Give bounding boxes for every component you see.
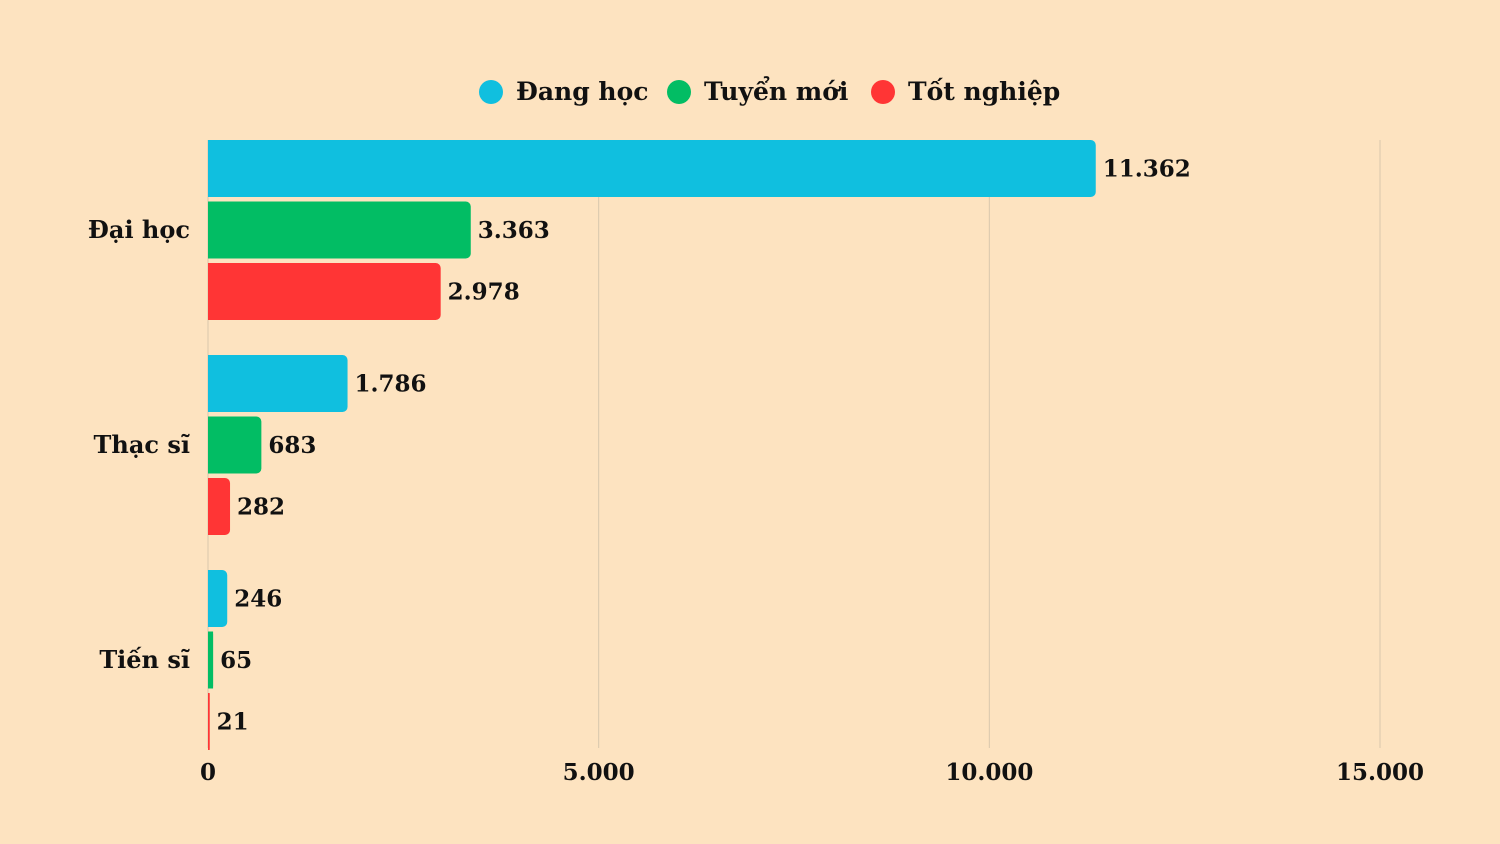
bar-dai-hoc-tot-nghiep: [208, 263, 441, 320]
value-label-dai-hoc-dang-hoc: 11.362: [1103, 156, 1191, 183]
value-label-thac-si-tuyen-moi: 683: [268, 432, 316, 459]
category-label-thac-si: Thạc sĩ: [94, 430, 190, 459]
x-axis-ticks: 0 5.000 10.000 15.000: [200, 759, 1424, 786]
value-label-tien-si-tot-nghiep: 21: [217, 709, 249, 736]
value-label-tien-si-dang-hoc: 246: [234, 586, 282, 613]
bar-base-tien-si-tuyen-moi: [208, 631, 214, 689]
value-label-thac-si-tot-nghiep: 282: [237, 494, 285, 521]
legend-label: Tuyển mới: [704, 77, 848, 106]
bar-thac-si-tuyen-moi: [208, 416, 262, 474]
value-label-thac-si-dang-hoc: 1.786: [355, 371, 427, 398]
legend: Đang học Tuyển mới Tốt nghiệp: [479, 77, 1060, 106]
x-tick-label-5.000: 5.000: [563, 759, 635, 786]
bars: [208, 140, 1096, 750]
category-label-dai-hoc: Đại học: [88, 215, 190, 244]
bar-dai-hoc-tuyen-moi: [208, 201, 471, 259]
bar-base-dai-hoc-tot-nghiep: [208, 263, 214, 320]
bar-base-dai-hoc-tuyen-moi: [208, 201, 214, 259]
legend-marker: [479, 80, 503, 104]
bar-base-tien-si-tot-nghiep: [208, 693, 210, 750]
legend-item-tuyen-moi: Tuyển mới: [667, 77, 848, 106]
legend-marker: [871, 80, 895, 104]
x-tick-label-15.000: 15.000: [1336, 759, 1424, 786]
bar-dai-hoc-dang-hoc: [208, 140, 1096, 197]
category-label-tien-si: Tiến sĩ: [99, 645, 190, 674]
legend-item-tot-nghiep: Tốt nghiệp: [871, 77, 1060, 106]
bar-base-dai-hoc-dang-hoc: [208, 140, 214, 197]
legend-label: Tốt nghiệp: [908, 77, 1060, 106]
value-label-dai-hoc-tuyen-moi: 3.363: [478, 217, 550, 244]
category-labels: Đại học Thạc sĩ Tiến sĩ: [88, 215, 190, 674]
data-labels: 11.362 3.363 2.978 1.786 683 282 246 65 21: [217, 156, 1191, 736]
legend-label: Đang học: [516, 77, 648, 106]
bar-thac-si-dang-hoc: [208, 355, 348, 412]
bar-base-thac-si-tuyen-moi: [208, 416, 214, 474]
bar-base-thac-si-tot-nghiep: [208, 478, 214, 535]
value-label-dai-hoc-tot-nghiep: 2.978: [448, 279, 520, 306]
legend-item-dang-hoc: Đang học: [479, 77, 648, 106]
bar-base-thac-si-dang-hoc: [208, 355, 214, 412]
x-tick-label-0: 0: [200, 759, 216, 786]
value-label-tien-si-tuyen-moi: 65: [220, 647, 252, 674]
legend-marker: [667, 80, 691, 104]
bar-base-tien-si-dang-hoc: [208, 570, 214, 627]
x-tick-label-10.000: 10.000: [945, 759, 1033, 786]
